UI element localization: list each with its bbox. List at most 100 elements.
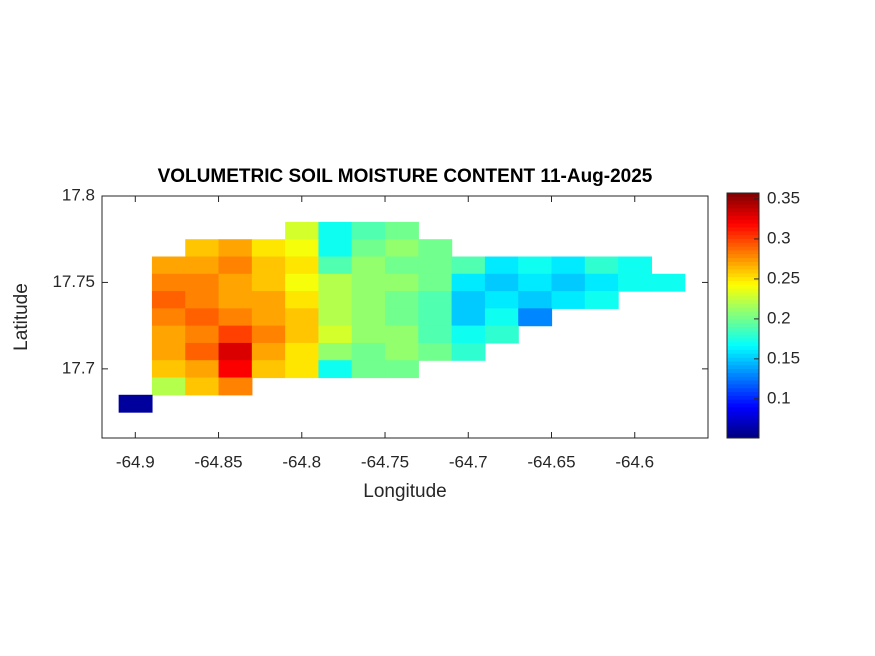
x-tick-label: -64.7: [449, 452, 488, 471]
heatmap-cell: [351, 308, 386, 327]
heatmap-cell: [484, 325, 519, 344]
heatmap-cell: [618, 273, 652, 292]
heatmap-cell: [151, 273, 186, 292]
x-tick-label: -64.75: [361, 452, 409, 471]
chart-title: VOLUMETRIC SOIL MOISTURE CONTENT 11-Aug-…: [158, 166, 653, 187]
heatmap-cell: [451, 325, 486, 344]
colorbar-swatch: [727, 326, 759, 332]
colorbar-tick-label: 0.3: [767, 228, 791, 247]
heatmap-cell: [285, 221, 320, 240]
colorbar-swatch: [727, 284, 759, 290]
colorbar-swatch: [727, 422, 759, 428]
heatmap-cell: [218, 291, 253, 309]
heatmap-cell: [418, 325, 453, 344]
x-tick-label: -64.8: [282, 452, 321, 471]
colorbar-swatch: [727, 223, 759, 228]
colorbar-swatch: [727, 261, 759, 267]
heatmap-cell: [551, 273, 586, 292]
heatmap-cells: [118, 221, 686, 413]
colorbar-swatch: [727, 342, 759, 347]
x-axis-label: Longitude: [363, 481, 446, 502]
heatmap-cell: [318, 291, 353, 309]
heatmap-cell: [385, 256, 419, 275]
heatmap-cell: [218, 239, 253, 258]
colorbar-swatch: [727, 250, 759, 255]
colorbar-swatch: [727, 281, 759, 286]
colorbar-swatch: [727, 273, 759, 278]
heatmap-cell: [251, 256, 286, 275]
heatmap-cell: [351, 342, 386, 361]
heatmap-cell: [151, 291, 186, 309]
colorbar-swatch: [727, 430, 759, 435]
heatmap-cell: [385, 342, 419, 361]
x-tick-label: -64.6: [615, 452, 654, 471]
y-tick-label: 17.7: [62, 358, 95, 377]
colorbar-swatch: [727, 311, 759, 316]
colorbar-swatch: [727, 357, 759, 362]
axes-box: [101, 195, 709, 439]
heatmap-cell: [185, 325, 220, 344]
heatmap-cell: [551, 291, 586, 309]
heatmap-cell: [418, 256, 453, 275]
colorbar-swatch: [727, 204, 759, 209]
heatmap-cell: [418, 239, 453, 258]
heatmap-cell: [118, 394, 153, 413]
colorbar-swatch: [727, 269, 759, 274]
x-tick-label: -64.9: [116, 452, 155, 471]
heatmap-cell: [251, 308, 286, 327]
heatmap-cell: [151, 308, 186, 327]
heatmap-cell: [218, 342, 253, 361]
x-tick-label: -64.65: [527, 452, 575, 471]
heatmap-cell: [418, 308, 453, 327]
colorbar-swatch: [727, 403, 759, 408]
heatmap-cell: [285, 273, 320, 292]
heatmap-cell: [584, 273, 619, 292]
heatmap-cell: [484, 273, 519, 292]
heatmap-cell: [484, 291, 519, 309]
heatmap-cell: [185, 291, 220, 309]
heatmap-cell: [385, 291, 419, 309]
colorbar-swatch: [727, 426, 759, 431]
heatmap-cell: [285, 256, 320, 275]
heatmap-cell: [451, 291, 486, 309]
heatmap-cell: [451, 308, 486, 327]
colorbar-tick-label: 0.15: [767, 348, 800, 367]
colorbar-swatch: [727, 415, 759, 420]
heatmap-cell: [151, 325, 186, 344]
heatmap-cell: [385, 221, 419, 240]
heatmap-cell: [418, 273, 453, 292]
heatmap-cell: [351, 325, 386, 344]
heatmap-cell: [484, 308, 519, 327]
colorbar-swatch: [727, 361, 759, 366]
heatmap-cell: [251, 273, 286, 292]
heatmap-cell: [351, 221, 386, 240]
heatmap-cell: [518, 291, 553, 309]
colorbar-swatch: [727, 277, 759, 282]
heatmap-cell: [185, 308, 220, 327]
heatmap-cell: [385, 360, 419, 379]
colorbar-swatch: [727, 200, 759, 205]
colorbar-tick-label: 0.35: [767, 188, 800, 207]
colorbar-swatch: [727, 353, 759, 359]
colorbar-swatch: [727, 196, 759, 202]
heatmap-cell: [185, 273, 220, 292]
colorbar-swatch: [727, 411, 759, 416]
colorbar-swatch: [727, 392, 759, 397]
heatmap-cell: [185, 377, 220, 396]
colorbar-swatch: [727, 292, 759, 297]
heatmap-cell: [318, 308, 353, 327]
heatmap-cell: [251, 239, 286, 258]
heatmap-cell: [351, 360, 386, 379]
heatmap-cell: [385, 273, 419, 292]
heatmap-cell: [251, 325, 286, 344]
heatmap-cell: [385, 325, 419, 344]
heatmap-cell: [285, 360, 320, 379]
heatmap-cell: [185, 342, 220, 361]
heatmap-cell: [518, 308, 553, 327]
axes: -64.9 -64.85 -64.8 -64.75 -64.7 -64.65 -64.6 17…: [52, 185, 800, 471]
heatmap-cell: [451, 342, 486, 361]
colorbar-swatch: [727, 227, 759, 232]
heatmap-cell: [484, 256, 519, 275]
heatmap-cell: [318, 273, 353, 292]
